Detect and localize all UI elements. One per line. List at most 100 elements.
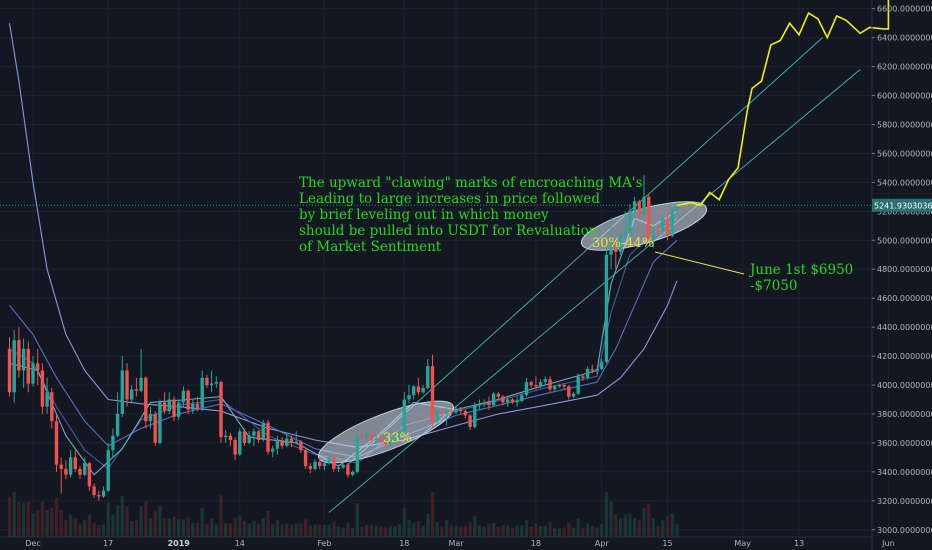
candle-body (313, 461, 317, 469)
candle-body (529, 382, 533, 386)
candle-body (524, 382, 529, 396)
volume-bar (365, 525, 369, 537)
volume-bar (553, 527, 557, 537)
ellipse-label-33: 33% (383, 431, 412, 446)
volume-bar (355, 503, 359, 537)
candle-body (397, 431, 402, 438)
candle-body (289, 438, 294, 443)
candle-body (350, 471, 355, 475)
time-tick-label: 2019 (168, 539, 191, 548)
candle-body (534, 385, 538, 387)
candle-body (214, 382, 218, 384)
candle-body (153, 413, 157, 443)
candle-body (430, 366, 435, 422)
volume-bar (31, 513, 35, 537)
price-tick-label: 6600.00000000 (877, 5, 932, 14)
candle-body (83, 463, 87, 475)
volume-bar (12, 492, 16, 537)
volume-bar (557, 528, 561, 537)
volume-bar (412, 522, 416, 537)
candle-body (130, 389, 134, 400)
candle-body (336, 467, 341, 469)
volume-bar (247, 523, 251, 537)
volume-bar (238, 515, 242, 537)
price-tick-label: 3800.00000000 (877, 410, 932, 419)
volume-bar (252, 521, 256, 537)
candle-body (435, 411, 439, 422)
candle-body (600, 361, 604, 370)
candle-body (341, 464, 345, 468)
volume-bar (261, 518, 265, 537)
candlesticks (7, 175, 679, 501)
trend-channel (328, 37, 861, 513)
candle-body (191, 403, 195, 410)
volume-bar (623, 514, 627, 537)
ellipse-label-30-44: 30%-44% (592, 236, 654, 251)
candle-body (473, 405, 477, 427)
candle-body (609, 247, 613, 255)
candle-body (50, 392, 54, 422)
volume-bar (463, 526, 467, 537)
volume-bar (26, 501, 30, 537)
candle-body (501, 396, 505, 403)
candle-body (148, 413, 153, 422)
target-pointer-line (654, 251, 745, 275)
price-tick-label: 6200.00000000 (877, 63, 932, 72)
volume-bar (445, 520, 449, 537)
volume-bar (571, 527, 576, 537)
price-tick-label: 5400.00000000 (877, 178, 932, 187)
volume-bar (106, 502, 110, 537)
volume-bar (459, 526, 463, 537)
candle-body (388, 441, 392, 445)
volume-bar (539, 526, 543, 537)
volume-bar (69, 515, 73, 537)
price-axis[interactable]: 6600.00000000 6400.00000000 6200.00000000 6… (871, 0, 932, 550)
candle-body (31, 363, 35, 384)
time-tick-label: 17 (103, 539, 113, 548)
volume-bar (172, 516, 176, 537)
price-tick-label: 4200.00000000 (877, 352, 932, 361)
current-price-tag (872, 198, 932, 212)
candle-body (618, 235, 623, 252)
volume-bar (440, 526, 444, 537)
trend-line-lower (328, 69, 861, 513)
volume-bar (341, 527, 345, 537)
time-tick-label: 18 (531, 539, 541, 548)
highlight-ellipses (317, 201, 708, 464)
candle-body (557, 385, 562, 387)
candle-body (40, 370, 45, 407)
volume-bar (398, 524, 402, 537)
time-tick-label: Feb (317, 539, 331, 548)
trend-line-upper (347, 37, 823, 465)
target-line-1: June 1st $6950 (748, 262, 853, 278)
candle-body (92, 486, 96, 496)
candle-body (538, 382, 543, 387)
time-axis[interactable]: Dec 17 2019 14 Feb 18 Mar 18 Apr 15 May 13 Jun (0, 536, 895, 548)
volume-bar (158, 505, 162, 537)
time-tick-label: May (734, 539, 751, 548)
candle-body (628, 211, 632, 234)
volume-bar (651, 518, 655, 537)
volume-bar (111, 514, 115, 537)
candle-body (614, 247, 618, 252)
candle-body (125, 370, 129, 400)
projection (676, 0, 890, 207)
volume-bar (54, 497, 59, 537)
candle-body (54, 421, 59, 465)
candle-body (651, 230, 656, 239)
candle-body (247, 435, 251, 443)
volume-bar (36, 510, 40, 537)
annotations: The upward "clawing" marks of encroachin… (299, 175, 853, 446)
candle-body (379, 438, 383, 442)
candle-body (553, 386, 557, 390)
price-tick-label: 5800.00000000 (877, 120, 932, 129)
candle-body (632, 201, 637, 212)
volume-bar (492, 522, 496, 537)
price-tick-label: 4000.00000000 (877, 381, 932, 390)
volume-bar (576, 518, 580, 537)
volume-bar (120, 496, 124, 537)
candle-body (670, 209, 674, 236)
price-tick-label: 5600.00000000 (877, 149, 932, 158)
